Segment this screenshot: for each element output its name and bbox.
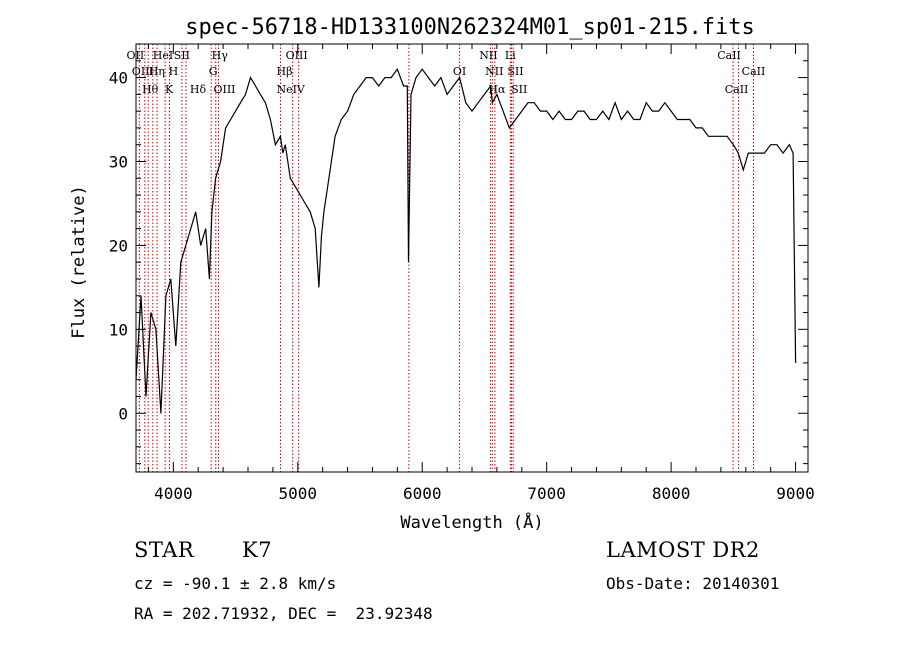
y-axis-label: Flux (relative) <box>69 185 89 339</box>
line-label-23: CaII <box>717 49 741 62</box>
y-tick-label: 20 <box>109 236 128 255</box>
x-tick-label: 5000 <box>279 484 318 503</box>
emission-line-labels: OII OIII Hθ Hη HeI KH SII HδG Hγ OIII Hβ NeIV OIII OI… <box>127 49 766 96</box>
line-label-6: H <box>169 65 179 78</box>
line-label-25: CaII <box>742 65 766 78</box>
x-tick-label: 8000 <box>652 484 691 503</box>
survey-name: LAMOST DR2 <box>606 538 760 562</box>
line-label-7: SII <box>174 49 190 62</box>
line-label-0: OII <box>127 49 145 62</box>
chart-title: spec-56718-HD133100N262324M01_sp01-215.f… <box>185 15 755 40</box>
x-tick-label: 7000 <box>527 484 566 503</box>
line-label-19: Hα <box>488 83 506 96</box>
line-label-17: NII <box>479 49 497 62</box>
plot-area: OII OIII Hθ Hη HeI KH SII HδG Hγ OIII Hβ NeIV OIII OI… <box>109 43 815 503</box>
line-label-3: Hη <box>149 65 165 78</box>
spectrum-line <box>135 67 797 414</box>
y-tick-label: 10 <box>109 320 128 339</box>
line-label-21: SII <box>507 65 523 78</box>
line-label-9: G <box>209 65 218 78</box>
y-axis: 0 10 20 30 40 <box>109 43 808 465</box>
line-label-20: Li <box>505 49 516 62</box>
line-label-18: NII <box>485 65 503 78</box>
line-label-12: Hβ <box>277 65 293 78</box>
line-label-8: Hδ <box>190 83 207 96</box>
line-label-2: Hθ <box>142 83 159 96</box>
line-label-16: OI <box>453 65 466 78</box>
x-tick-label: 4000 <box>154 484 193 503</box>
line-label-5: K <box>165 83 174 96</box>
x-axis: 4000 5000 6000 7000 8000 9000 <box>147 44 815 503</box>
line-label-10: Hγ <box>212 49 229 62</box>
object-subclass: K7 <box>242 538 273 562</box>
line-label-13: NeIV <box>276 83 305 96</box>
line-label-14: OIII <box>286 49 308 62</box>
y-tick-label: 0 <box>118 404 128 423</box>
coordinates: RA = 202.71932, DEC = 23.92348 <box>134 604 433 623</box>
line-label-4: HeI <box>153 49 173 62</box>
observation-date: Obs-Date: 20140301 <box>606 574 780 593</box>
redshift-velocity: cz = -90.1 ± 2.8 km/s <box>134 574 337 593</box>
x-axis-label: Wavelength (Å) <box>400 511 543 533</box>
object-class: STAR <box>134 538 195 562</box>
y-tick-label: 40 <box>109 69 128 88</box>
x-tick-label: 6000 <box>403 484 442 503</box>
line-label-22: SII <box>511 83 527 96</box>
x-tick-label: 9000 <box>776 484 815 503</box>
line-label-11: OIII <box>213 83 235 96</box>
line-label-1: OIII <box>132 65 154 78</box>
line-label-24: CaII <box>725 83 749 96</box>
y-tick-label: 30 <box>109 152 128 171</box>
